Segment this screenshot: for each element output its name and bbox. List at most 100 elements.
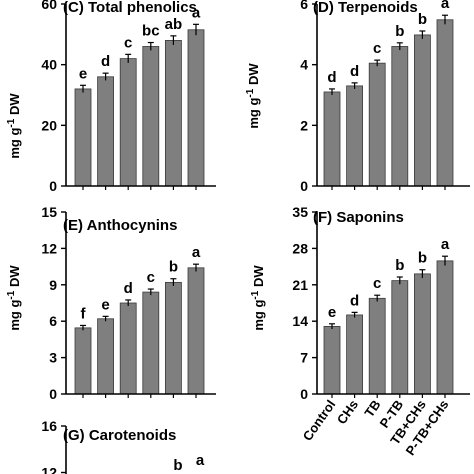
y-tick-label: 28: [292, 240, 308, 256]
y-tick-label: 6: [49, 313, 57, 329]
y-axis-label-main: mg g: [7, 128, 22, 159]
bar: [391, 46, 409, 187]
significance-letter: a: [192, 244, 201, 261]
x-category-label: CHs: [334, 397, 361, 427]
significance-letter: a: [192, 4, 201, 21]
x-category-label: Control: [300, 397, 339, 443]
significance-letter: bc: [142, 23, 160, 40]
bar: [346, 314, 364, 395]
significance-letter: d: [350, 292, 359, 309]
bar: [187, 267, 205, 395]
bar: [413, 34, 431, 187]
y-axis-label: mg g-1 DW: [245, 63, 261, 129]
significance-letter: d: [124, 280, 133, 297]
bar: [413, 273, 431, 395]
bar: [346, 85, 364, 187]
axes: 0 2 4 6: [300, 0, 470, 194]
y-axis-label-main: mg g: [251, 300, 266, 331]
y-tick-label: 35: [292, 204, 308, 220]
y-tick-label: 0: [300, 178, 308, 194]
y-tick-label: 4: [300, 57, 308, 73]
axes: 0 7 14 21 28 35: [292, 204, 470, 402]
y-tick-label: 0: [49, 386, 57, 402]
bar: [368, 297, 386, 395]
bar: [97, 76, 114, 187]
y-axis-label-unit: DW: [7, 265, 22, 291]
y-tick-label: 3: [49, 350, 57, 366]
bar: [368, 62, 386, 187]
y-axis-label-sup: -1: [6, 290, 17, 299]
y-axis-label-unit: DW: [246, 63, 261, 89]
y-axis-label-unit: DW: [7, 93, 22, 119]
y-axis-label: mg g-1 DW: [250, 265, 266, 331]
significance-letter: c: [124, 34, 132, 51]
y-tick-label: 14: [292, 313, 308, 329]
y-axis-label-sup: -1: [250, 290, 261, 299]
significance-letter: e: [328, 304, 336, 321]
significance-letter: c: [373, 275, 381, 292]
y-tick-label: 2: [300, 117, 308, 133]
bar: [436, 19, 454, 187]
significance-letter: a: [441, 236, 450, 253]
y-tick-label: 12: [41, 465, 57, 474]
bar: [119, 302, 137, 395]
y-tick-label: 9: [49, 277, 57, 293]
y-axis-label: mg g-1 DW: [6, 93, 22, 159]
significance-letter: e: [79, 65, 87, 82]
significance-letter: e: [101, 296, 109, 313]
y-tick-label: 12: [41, 240, 57, 256]
y-tick-label: 7: [300, 350, 308, 366]
panel-title-terpenoids: (D) Terpenoids: [313, 0, 418, 16]
y-axis-label-main: mg g: [246, 98, 261, 129]
bar: [323, 91, 341, 187]
bar: [142, 291, 160, 395]
y-axis-label-unit: DW: [251, 265, 266, 291]
significance-letter: b: [395, 257, 404, 274]
axes: 0 20 40 60: [41, 0, 216, 194]
bar: [119, 58, 137, 187]
y-tick-label: 0: [300, 386, 308, 402]
significance-letter: a: [441, 0, 450, 12]
panel-title-carotenoids: (G) Carotenoids: [63, 427, 176, 444]
significance-letter: d: [327, 69, 336, 86]
bar: [187, 29, 205, 187]
bar: [74, 88, 92, 187]
axes: 0 3 6 9 12 15: [41, 204, 216, 402]
y-tick-label: 6: [300, 0, 308, 12]
y-axis-label-sup: -1: [245, 88, 256, 97]
significance-letter: d: [350, 63, 359, 80]
panel-title-saponins: (F) Saponins: [313, 209, 404, 226]
y-tick-label: 20: [41, 117, 57, 133]
y-tick-label: 40: [41, 57, 57, 73]
significance-letter: b: [395, 23, 404, 40]
bar: [97, 318, 114, 395]
significance-letter: b: [418, 11, 427, 28]
y-tick-label: 0: [49, 178, 57, 194]
panel-title-total-phenolics: (C) Total phenolics: [63, 0, 197, 16]
y-axis-label-sup: -1: [6, 118, 17, 127]
y-tick-label: 21: [292, 277, 308, 293]
bar: [391, 280, 409, 395]
panel-title-anthocynins: (E) Anthocynins: [63, 217, 177, 234]
y-axis-label: mg g-1 DW: [6, 265, 22, 331]
y-tick-label: 15: [41, 204, 57, 220]
bar: [74, 327, 92, 395]
significance-letter: c: [147, 269, 155, 286]
significance-letter: ab: [165, 16, 183, 33]
significance-letter: c: [373, 40, 381, 57]
significance-letter: b: [173, 457, 182, 474]
panel-carotenoids: (G) Carotenoids 12 16 b a: [41, 418, 205, 474]
bar: [164, 281, 182, 395]
significance-letter: f: [81, 305, 87, 322]
y-tick-label: 16: [41, 418, 57, 434]
bar: [436, 260, 454, 395]
